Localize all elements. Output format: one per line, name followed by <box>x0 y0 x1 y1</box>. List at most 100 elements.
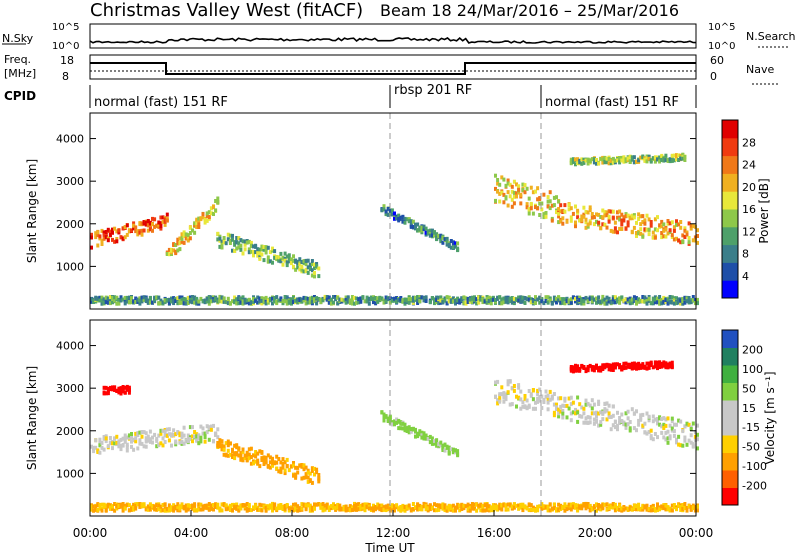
echo-cell <box>565 299 569 304</box>
colorbar-segment <box>722 330 738 348</box>
echo-cell <box>256 451 260 456</box>
echo-cell <box>628 216 632 221</box>
echo-cell <box>693 224 697 229</box>
echo-cell <box>609 504 613 509</box>
echo-cell <box>233 249 237 253</box>
nave-tick-top: 60 <box>710 54 724 67</box>
echo-cell <box>643 504 647 509</box>
echo-cell <box>656 228 659 233</box>
echo-cell <box>424 226 428 231</box>
echo-cell <box>228 239 232 244</box>
echo-cell <box>138 502 142 506</box>
echo-cell <box>384 298 388 303</box>
echo-cell <box>571 505 575 510</box>
echo-cell <box>172 298 176 303</box>
echo-cell <box>247 297 251 302</box>
echo-cell <box>256 253 260 258</box>
echo-cell <box>209 424 213 429</box>
echo-cell <box>483 508 487 513</box>
echo-cell <box>595 414 598 419</box>
echo-cell <box>565 219 569 224</box>
echo-cell <box>237 241 241 246</box>
echo-cell <box>98 437 102 442</box>
echo-cell <box>256 507 260 512</box>
echo-cell <box>300 502 304 507</box>
echo-cell <box>216 237 220 242</box>
echo-cell <box>517 298 521 303</box>
echo-cell <box>441 503 445 508</box>
echo-cell <box>310 466 314 471</box>
echo-cell <box>96 502 100 507</box>
echo-cell <box>588 503 592 508</box>
echo-cell <box>113 298 117 303</box>
echo-cell <box>397 213 401 218</box>
echo-cell <box>180 435 184 440</box>
echo-cell <box>693 430 697 434</box>
echo-cell <box>426 229 430 234</box>
echo-cell <box>525 202 529 207</box>
echo-cell <box>228 506 232 511</box>
echo-cell <box>127 508 131 513</box>
echo-cell <box>334 295 338 299</box>
echo-cell <box>416 434 420 439</box>
echo-cell <box>287 468 291 473</box>
echo-cell <box>565 415 569 420</box>
echo-cell <box>681 443 685 448</box>
echo-cell <box>310 259 314 263</box>
echo-cell <box>630 155 634 160</box>
echo-cell <box>155 438 159 443</box>
echo-cell <box>523 301 527 305</box>
echo-cell <box>228 441 232 446</box>
echo-cell <box>132 299 136 304</box>
echo-cell <box>390 208 394 213</box>
echo-cell <box>473 502 476 507</box>
echo-cell <box>422 296 426 300</box>
echo-cell <box>504 506 508 511</box>
echo-cell <box>151 435 154 440</box>
echo-cell <box>94 231 98 236</box>
echo-cell <box>628 301 632 306</box>
echo-cell <box>317 502 321 507</box>
echo-cell <box>108 233 112 237</box>
echo-cell <box>279 259 283 264</box>
echo-cell <box>138 438 142 443</box>
echo-cell <box>163 502 167 507</box>
echo-cell <box>100 445 104 450</box>
echo-cell <box>485 296 489 301</box>
echo-cell <box>197 433 201 438</box>
echo-cell <box>527 196 531 201</box>
echo-cell <box>241 239 245 244</box>
cpid-strip: CPID normal (fast) 151 RF rbsp 201 RF no… <box>4 83 697 110</box>
echo-cell <box>641 365 645 369</box>
echo-cell <box>258 256 262 261</box>
echo-cell <box>119 447 123 452</box>
echo-cell <box>191 297 194 302</box>
echo-cell <box>163 433 167 438</box>
colorbar-tick: 28 <box>742 136 756 149</box>
echo-cell <box>306 296 310 301</box>
echo-cell <box>454 505 457 510</box>
echo-cell <box>666 301 670 306</box>
echo-cell <box>310 295 314 300</box>
echo-cell <box>454 448 457 453</box>
echo-cell <box>313 502 316 507</box>
echo-cell <box>637 158 641 163</box>
echo-cell <box>540 207 544 212</box>
echo-cell <box>304 262 308 267</box>
echo-cell <box>220 299 224 304</box>
echo-cell <box>536 399 540 404</box>
echo-cell <box>515 194 518 199</box>
echo-cell <box>512 502 516 507</box>
echo-cell <box>597 504 601 509</box>
echo-cell <box>96 296 100 301</box>
echo-cell <box>588 363 592 368</box>
echo-cell <box>102 385 106 390</box>
echo-cell <box>102 504 106 509</box>
echo-cell <box>689 427 693 431</box>
echo-cell <box>660 504 664 509</box>
echo-cell <box>426 508 430 513</box>
echo-cell <box>512 190 516 195</box>
echo-cell <box>540 406 544 410</box>
echo-cell <box>626 364 630 369</box>
echo-cell <box>247 456 251 461</box>
